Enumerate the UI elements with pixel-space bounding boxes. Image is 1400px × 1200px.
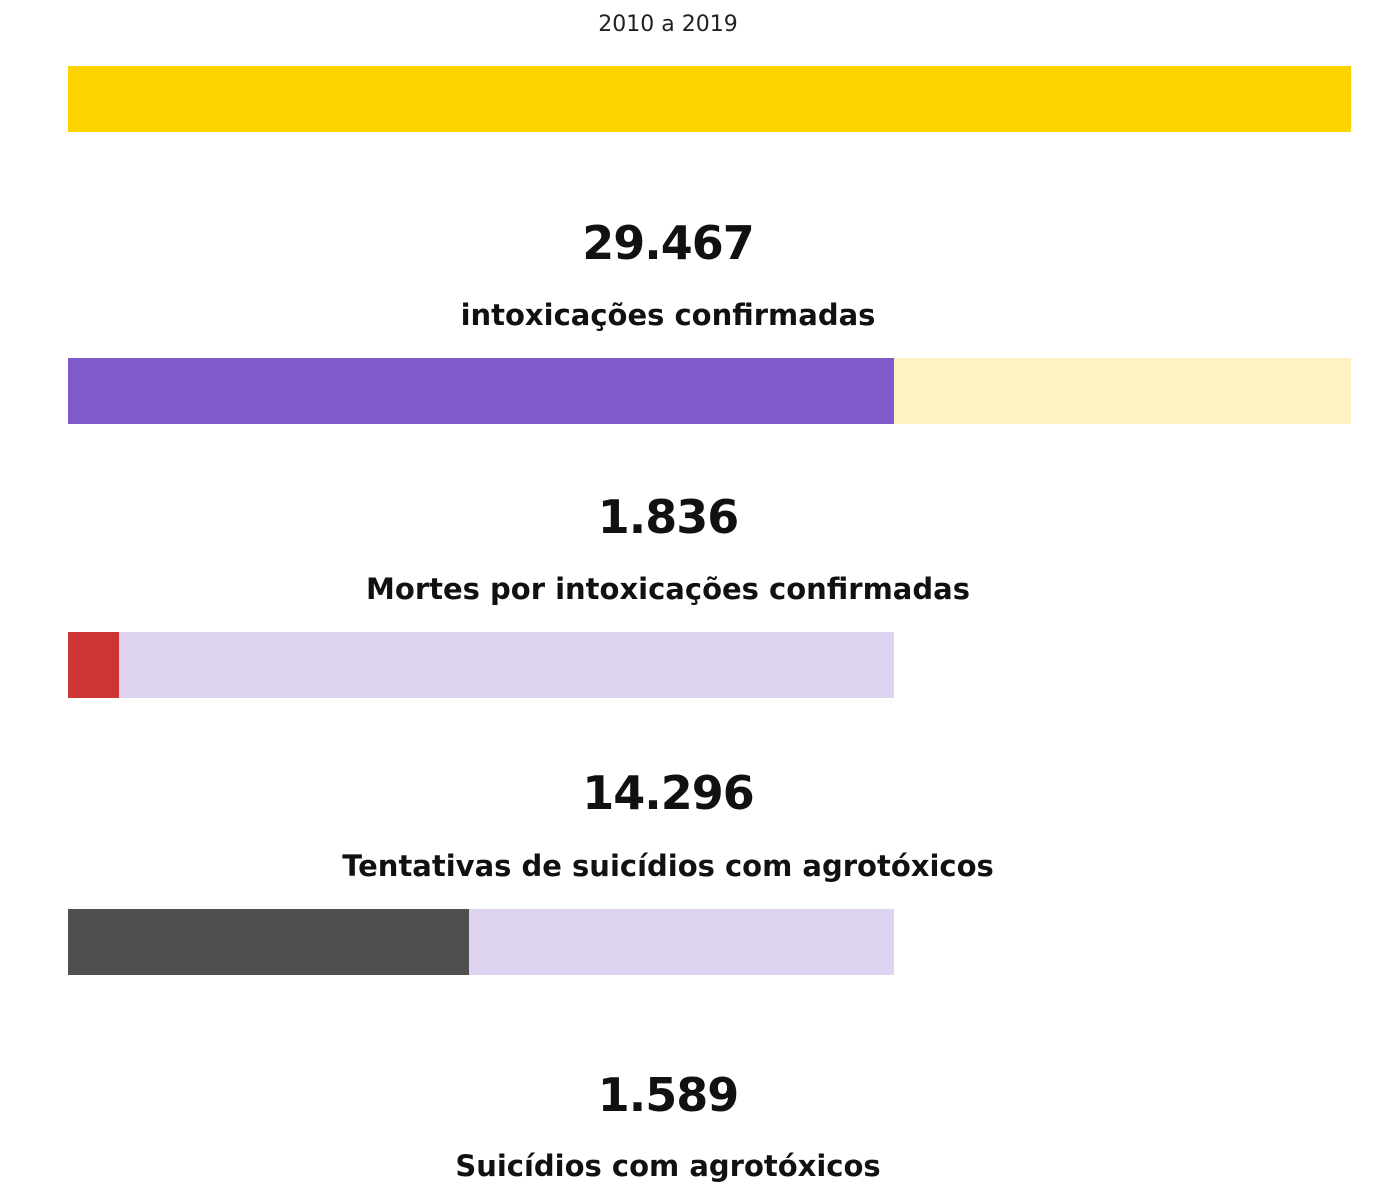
mortes-bar-fill (68, 632, 119, 698)
mortes-bar-track (68, 632, 894, 698)
tentativas-label: Tentativas de suicídios com agrotóxicos (342, 849, 994, 883)
mortes-label: Mortes por intoxicações confirmadas (366, 572, 970, 606)
mortes-value: 1.836 (597, 490, 740, 544)
intoxicacoes-bar-fill (68, 358, 894, 424)
suicidios-label: Suicídios com agrotóxicos (455, 1149, 881, 1183)
suicidios-value: 1.589 (597, 1068, 740, 1122)
tentativas-bar-fill (68, 909, 469, 975)
total-bar (68, 66, 1351, 132)
intoxicacoes-value: 29.467 (582, 216, 755, 270)
chart-subtitle: 2010 a 2019 (598, 12, 738, 37)
total-bar-fill (68, 66, 1351, 132)
tentativas-value: 14.296 (582, 766, 755, 820)
intoxicacoes-bar-track (68, 358, 1351, 424)
tentativas-bar-track (68, 909, 894, 975)
intoxicacoes-label: intoxicações confirmadas (460, 298, 876, 332)
